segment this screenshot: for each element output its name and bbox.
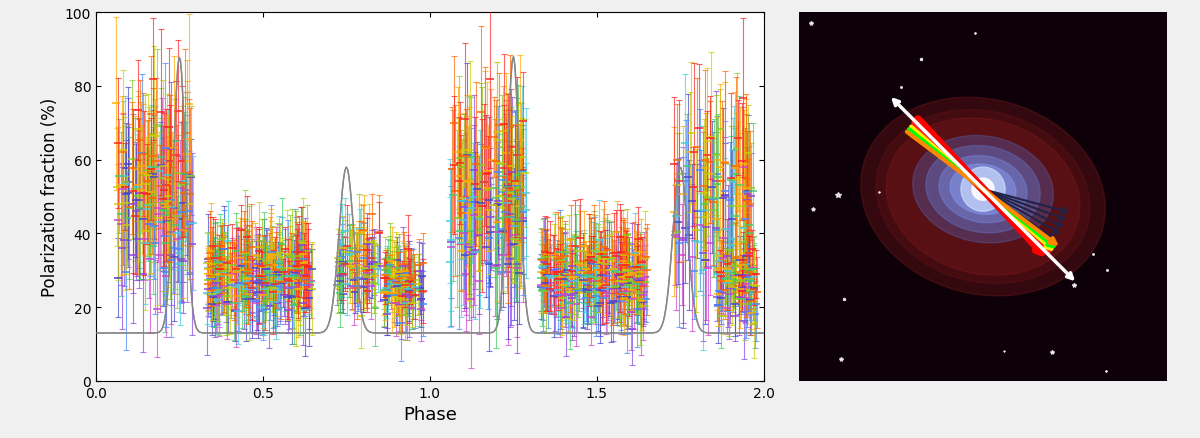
- Ellipse shape: [886, 119, 1080, 276]
- Ellipse shape: [926, 146, 1040, 233]
- Ellipse shape: [913, 136, 1054, 244]
- Ellipse shape: [876, 110, 1090, 284]
- Y-axis label: Polarization fraction (%): Polarization fraction (%): [41, 98, 59, 297]
- Circle shape: [972, 179, 994, 201]
- Ellipse shape: [860, 98, 1105, 296]
- Ellipse shape: [950, 165, 1016, 215]
- X-axis label: Phase: Phase: [403, 406, 457, 424]
- Ellipse shape: [940, 156, 1027, 223]
- Circle shape: [961, 168, 1006, 212]
